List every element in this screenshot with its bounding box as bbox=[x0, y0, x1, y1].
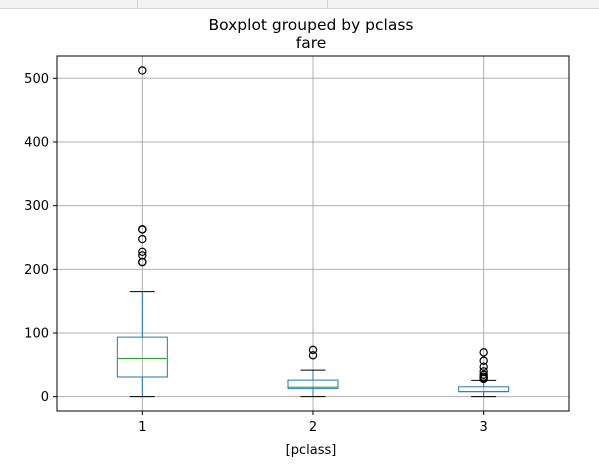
outlier-point bbox=[138, 247, 147, 257]
outlier-point bbox=[138, 234, 147, 244]
outlier-point bbox=[138, 66, 147, 75]
x-tick-label: 3 bbox=[480, 420, 488, 435]
outlier-point bbox=[138, 257, 147, 267]
y-tick-label: 500 bbox=[24, 72, 49, 87]
outlier-point bbox=[138, 225, 147, 234]
outlier-point bbox=[308, 345, 318, 355]
outlier-point bbox=[479, 370, 488, 379]
outlier-point bbox=[138, 251, 147, 260]
tick-layer: 0 100 200 300 400 500 1 2 3 bbox=[24, 72, 488, 435]
y-tick-label: 100 bbox=[24, 326, 49, 341]
box-layer bbox=[116, 66, 510, 398]
y-tick-label: 0 bbox=[41, 390, 49, 405]
outlier-point bbox=[479, 348, 488, 357]
outlier-point bbox=[479, 356, 488, 365]
y-tick-label: 200 bbox=[24, 263, 49, 278]
chart-subtitle: fare bbox=[296, 34, 327, 52]
outlier-point bbox=[479, 362, 488, 372]
outlier-point bbox=[308, 351, 318, 360]
strip-divider bbox=[137, 0, 138, 8]
y-tick-label: 300 bbox=[24, 199, 49, 214]
x-tick-label: 1 bbox=[138, 420, 146, 435]
grid-layer bbox=[57, 56, 569, 411]
y-tick-label: 400 bbox=[24, 135, 49, 150]
outlier-point bbox=[479, 367, 488, 376]
chart-title: Boxplot grouped by pclass bbox=[208, 16, 413, 34]
iqr-box bbox=[116, 336, 168, 378]
iqr-box bbox=[287, 379, 339, 389]
x-axis-label: [pclass] bbox=[286, 443, 337, 458]
x-tick-label: 2 bbox=[309, 420, 317, 435]
strip-divider bbox=[327, 0, 328, 8]
window-top-strip bbox=[0, 0, 599, 9]
